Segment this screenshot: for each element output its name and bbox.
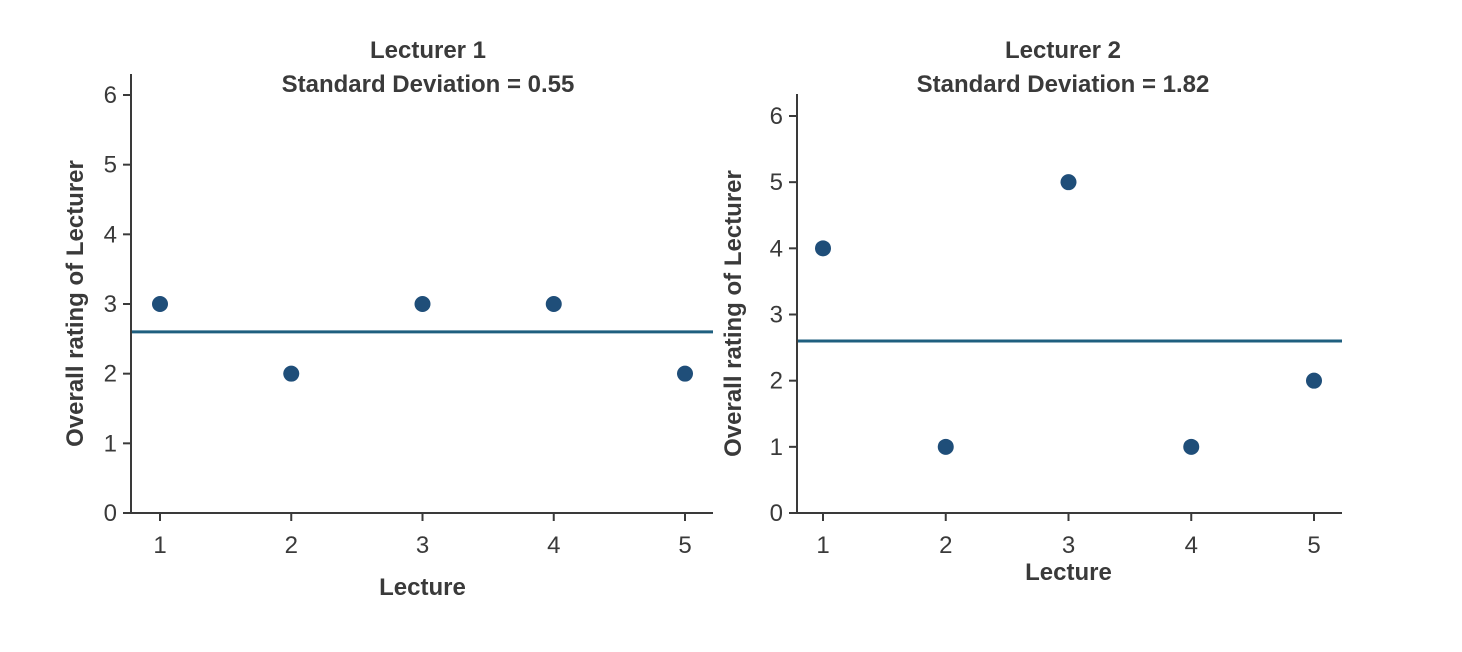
x-axis-label: Lecture: [1025, 559, 1112, 586]
data-point: [1183, 438, 1200, 455]
chart-subtitle: Standard Deviation = 0.55: [282, 71, 575, 98]
y-tick-label: 4: [770, 235, 783, 262]
data-point: [815, 240, 831, 257]
y-tick-label: 1: [770, 434, 783, 461]
data-point: [937, 438, 954, 455]
y-axis-label: Overall rating of Lecturer: [62, 160, 89, 447]
data-point: [152, 296, 168, 312]
y-tick-label: 2: [770, 368, 783, 395]
data-point: [677, 365, 693, 382]
y-tick-label: 4: [104, 221, 117, 248]
x-axis-label: Lecture: [379, 574, 466, 601]
x-tick-label: 3: [416, 532, 429, 559]
data-point: [1060, 174, 1077, 191]
y-tick-label: 3: [104, 291, 117, 318]
y-tick-label: 5: [104, 152, 117, 179]
y-tick-label: 6: [104, 82, 117, 109]
y-tick-label: 0: [104, 500, 117, 527]
x-tick-label: 1: [153, 532, 166, 559]
data-point: [545, 296, 562, 312]
x-tick-label: 4: [547, 532, 560, 559]
chart-subtitle: Standard Deviation = 1.82: [917, 71, 1210, 98]
x-tick-label: 4: [1185, 532, 1198, 559]
y-tick-label: 1: [104, 430, 117, 457]
y-tick-label: 3: [770, 302, 783, 329]
x-tick-label: 5: [678, 532, 691, 559]
y-tick-label: 6: [770, 103, 783, 130]
data-point: [1306, 372, 1322, 389]
y-tick-label: 0: [770, 500, 783, 527]
chart-title: Lecturer 1: [370, 37, 486, 64]
x-tick-label: 3: [1062, 532, 1075, 559]
data-point: [283, 365, 300, 382]
x-tick-label: 2: [285, 532, 298, 559]
chart-panel-lecturer-2: Lecturer 2 Standard Deviation = 1.82 0 1 2 3 4…: [720, 37, 1342, 586]
x-tick-label: 1: [816, 532, 829, 559]
x-tick-label: 5: [1307, 532, 1320, 559]
y-axis-label: Overall rating of Lecturer: [720, 170, 747, 457]
chart-title: Lecturer 2: [1005, 37, 1121, 64]
y-tick-label: 2: [104, 361, 117, 388]
data-point: [414, 296, 431, 312]
chart-panel-lecturer-1: Lecturer 1 Standard Deviation = 0.55 0 1 2 3 4…: [62, 37, 713, 601]
x-tick-label: 2: [939, 532, 952, 559]
y-tick-label: 5: [770, 169, 783, 196]
